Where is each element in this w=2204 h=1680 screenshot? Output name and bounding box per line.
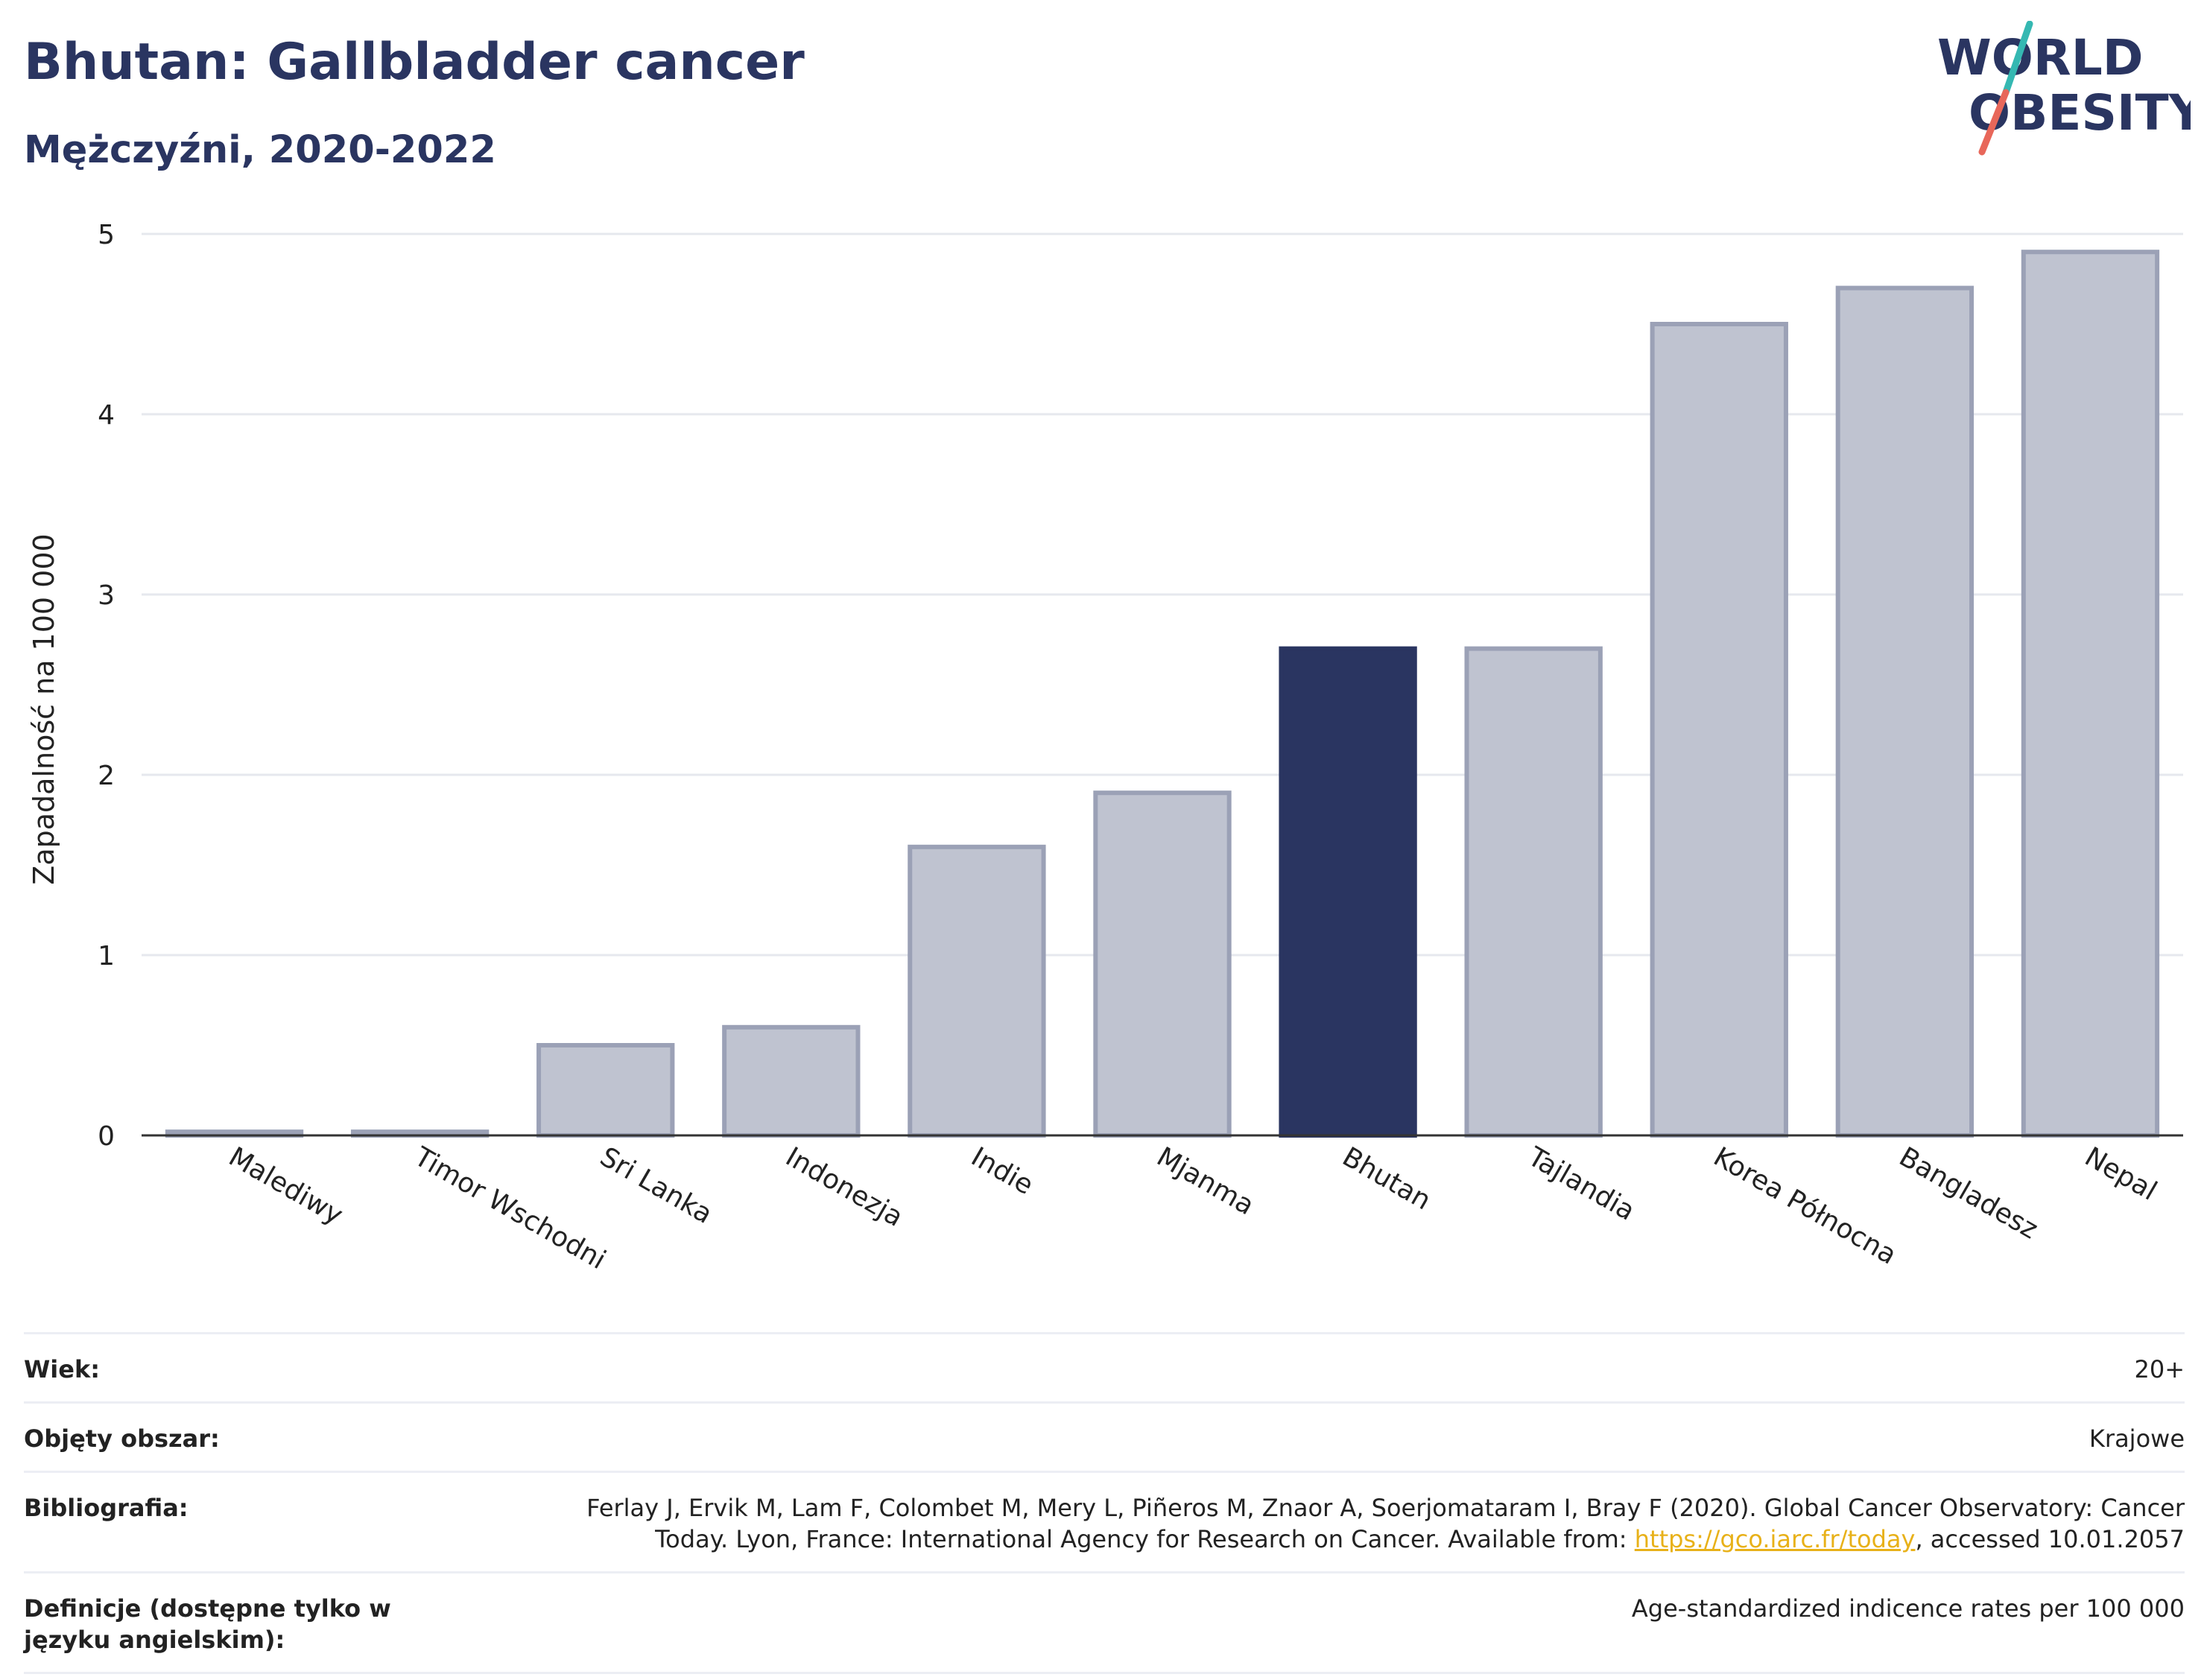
- bibliography-accessed: , accessed 10.01.2057: [1915, 1525, 2185, 1553]
- x-tick-label: Korea Północna: [1709, 1141, 1901, 1270]
- metadata-table: Wiek: 20+ Objęty obszar: Krajowe Bibliog…: [24, 1332, 2185, 1674]
- definitions-label: Definicje (dostępne tylko w języku angie…: [24, 1594, 391, 1654]
- logo-slash-teal: [2002, 21, 2033, 96]
- meta-row-bibliography: Bibliografia: Ferlay J, Ervik M, Lam F, …: [24, 1471, 2185, 1571]
- y-tick-label: 5: [98, 220, 115, 250]
- meta-row-definitions: Definicje (dostępne tylko w języku angie…: [24, 1571, 2185, 1674]
- x-tick-label: Mjanma: [1152, 1141, 1259, 1221]
- bibliography-line-2: Today. Lyon, France: International Agenc…: [486, 1524, 2185, 1555]
- chart-subtitle: Mężczyźni, 2020-2022: [24, 128, 496, 172]
- bar: [1464, 646, 1603, 1138]
- bar: [536, 1043, 675, 1138]
- bibliography-link[interactable]: https://gco.iarc.fr/today: [1634, 1525, 1916, 1553]
- x-tick-label: Bhutan: [1337, 1141, 1437, 1216]
- chart-title: Bhutan: Gallbladder cancer: [24, 33, 805, 92]
- y-tick-label: 2: [98, 761, 115, 791]
- area-value: Krajowe: [2089, 1424, 2185, 1453]
- y-tick-label: 4: [98, 400, 115, 431]
- logo-slash-red: [1978, 89, 2010, 156]
- x-tick-label: Nepal: [2080, 1141, 2162, 1207]
- definitions-value: Age-standardized indicence rates per 100…: [1631, 1594, 2185, 1623]
- bibliography-label: Bibliografia:: [24, 1494, 189, 1522]
- x-tick-label: Indie: [966, 1141, 1038, 1201]
- bar: [2021, 250, 2160, 1138]
- meta-row-area: Objęty obszar: Krajowe: [24, 1401, 2185, 1471]
- bar-layer: [165, 250, 2160, 1138]
- y-tick-label: 3: [98, 580, 115, 611]
- bar: [908, 844, 1046, 1138]
- logo-line-1: WORLD: [1937, 29, 2144, 86]
- bar: [722, 1024, 861, 1138]
- age-label: Wiek:: [24, 1355, 101, 1383]
- bar: [1650, 322, 1788, 1138]
- bar: [1279, 646, 1417, 1138]
- x-tick-label: Timor Wschodni: [408, 1141, 611, 1275]
- x-tick-label: Indonezja: [780, 1141, 908, 1233]
- age-value: 20+: [2134, 1355, 2185, 1383]
- x-tick-label: Tajlandia: [1522, 1141, 1640, 1227]
- bar: [1093, 790, 1232, 1138]
- y-axis-title: Zapadalność na 100 000: [28, 533, 60, 884]
- bibliography-text: Today. Lyon, France: International Agenc…: [655, 1525, 1635, 1553]
- x-tick-label: Malediwy: [224, 1141, 348, 1231]
- x-tick-label: Sri Lanka: [595, 1141, 718, 1230]
- x-tick-label: Bangladesz: [1894, 1141, 2043, 1245]
- world-obesity-logo: WORLD OBESITY: [1937, 21, 2191, 156]
- bibliography-value: Ferlay J, Ervik M, Lam F, Colombet M, Me…: [486, 1492, 2185, 1555]
- y-tick-label: 1: [98, 941, 115, 971]
- bibliography-line-1: Ferlay J, Ervik M, Lam F, Colombet M, Me…: [586, 1494, 2185, 1522]
- meta-row-age: Wiek: 20+: [24, 1332, 2185, 1401]
- bar: [1835, 285, 1975, 1138]
- y-tick-label: 0: [98, 1121, 115, 1152]
- area-label: Objęty obszar:: [24, 1424, 220, 1453]
